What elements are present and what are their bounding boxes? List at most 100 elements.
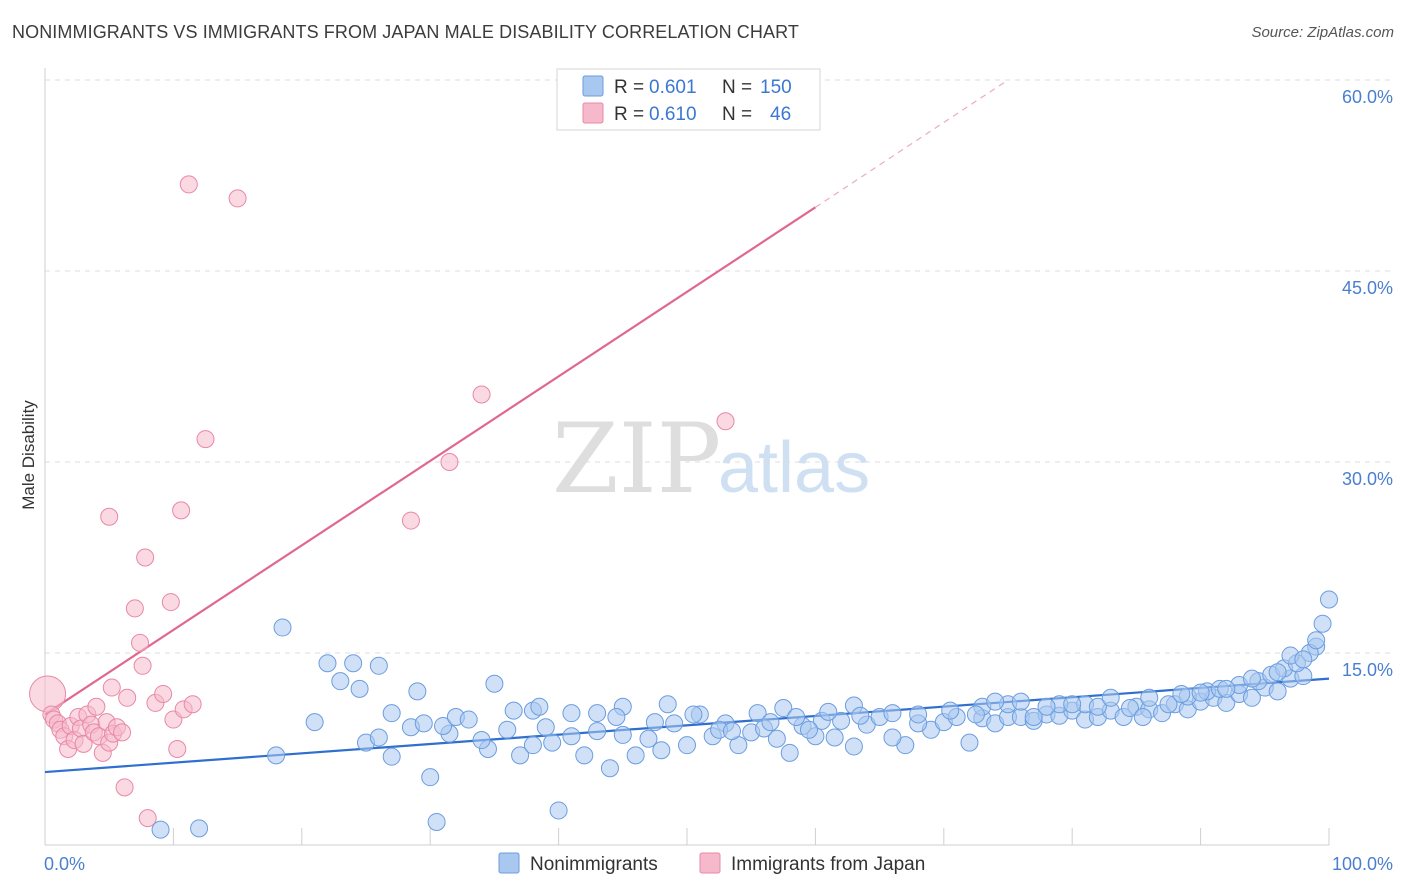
point-immigrants-39 — [183, 695, 202, 714]
point-nonimmigrants-66 — [1242, 688, 1261, 707]
point-nonimmigrants-137 — [722, 722, 741, 741]
x-tick-label-100: 100.0% — [1332, 854, 1393, 874]
point-nonimmigrants-12 — [575, 746, 594, 765]
point-nonimmigrants-88 — [414, 714, 433, 733]
point-nonimmigrants-7 — [267, 746, 286, 765]
point-nonimmigrants-15 — [678, 736, 696, 755]
trend-line-nonimmigrants — [44, 677, 1330, 774]
point-nonimmigrants-94 — [588, 704, 607, 723]
point-nonimmigrants-22 — [613, 725, 632, 744]
stats-legend-n-label-1: N = — [722, 77, 752, 98]
point-nonimmigrants-131 — [1191, 683, 1210, 702]
series-legend-label-nonimmigrants: Nonimmigrants — [530, 854, 658, 875]
point-nonimmigrants-34 — [588, 722, 607, 741]
y-axis-title: Male Disability — [19, 400, 38, 510]
point-nonimmigrants-124 — [1011, 692, 1030, 711]
point-nonimmigrants-80 — [485, 674, 504, 693]
point-nonimmigrants-93 — [562, 704, 581, 723]
trend-line-immigrants-extension — [815, 79, 1009, 208]
x-tick-labels: 0.0% 100.0% — [44, 854, 1393, 874]
point-immigrants-27 — [131, 633, 150, 652]
point-nonimmigrants-18 — [844, 737, 863, 756]
point-nonimmigrants-68 — [1268, 682, 1287, 701]
point-nonimmigrants-31 — [472, 731, 491, 750]
stats-legend-n-label-2: N = — [722, 104, 752, 125]
point-nonimmigrants-122 — [966, 705, 985, 724]
point-immigrants-35 — [168, 740, 187, 758]
point-immigrants-36 — [172, 501, 191, 520]
point-nonimmigrants-134 — [1268, 663, 1287, 682]
point-nonimmigrants-132 — [1217, 679, 1236, 698]
point-nonimmigrants-72 — [1320, 590, 1338, 609]
point-nonimmigrants-75 — [344, 654, 363, 673]
point-nonimmigrants-26 — [767, 729, 786, 748]
y-tick-label-30: 30.0% — [1342, 469, 1393, 489]
point-nonimmigrants-120 — [909, 705, 928, 724]
point-nonimmigrants-14 — [652, 741, 671, 760]
point-nonimmigrants-76 — [369, 656, 388, 675]
point-immigrants-24 — [118, 688, 137, 707]
point-immigrants-15 — [87, 697, 106, 716]
point-nonimmigrants-102 — [1024, 708, 1043, 726]
y-tick-label-60: 60.0% — [1342, 87, 1393, 107]
point-immigrants-46 — [716, 412, 735, 431]
point-nonimmigrants-145 — [658, 695, 677, 714]
x-tick-label-0: 0.0% — [44, 854, 85, 874]
source-label: Source: ZipAtlas.com — [1251, 24, 1394, 41]
point-nonimmigrants-99 — [799, 720, 818, 739]
watermark: ZIP atlas — [552, 403, 870, 515]
point-immigrants-30 — [138, 809, 157, 828]
point-nonimmigrants-73 — [273, 618, 292, 637]
point-nonimmigrants-123 — [986, 692, 1005, 711]
point-nonimmigrants-144 — [607, 708, 626, 726]
point-nonimmigrants-126 — [1063, 695, 1082, 714]
stats-legend: R = 0.601 N = 150 R = 0.610 N = 46 — [556, 68, 821, 131]
point-nonimmigrants-125 — [1037, 697, 1056, 716]
point-nonimmigrants-143 — [543, 733, 562, 752]
point-immigrants-25 — [115, 778, 134, 797]
series-legend-label-immigrants: Immigrants from Japan — [731, 854, 925, 875]
point-nonimmigrants-39 — [832, 711, 851, 730]
point-nonimmigrants-141 — [382, 704, 401, 723]
point-nonimmigrants-3 — [549, 801, 568, 820]
point-immigrants-32 — [154, 684, 173, 703]
point-nonimmigrants-79 — [408, 682, 427, 701]
point-immigrants-29 — [136, 548, 155, 567]
y-tick-label-15: 15.0% — [1342, 660, 1393, 680]
point-nonimmigrants-121 — [941, 701, 960, 720]
watermark-atlas: atlas — [718, 428, 870, 508]
point-nonimmigrants-6 — [382, 747, 401, 766]
series-legend-swatch-blue — [498, 852, 520, 874]
point-nonimmigrants-147 — [787, 708, 806, 726]
point-nonimmigrants-30 — [960, 733, 979, 752]
point-nonimmigrants-127 — [1088, 697, 1107, 716]
point-nonimmigrants-117 — [1307, 631, 1326, 650]
point-nonimmigrants-33 — [536, 718, 555, 737]
point-nonimmigrants-11 — [523, 736, 542, 755]
point-nonimmigrants-118 — [1313, 614, 1332, 633]
point-nonimmigrants-139 — [684, 705, 703, 724]
point-immigrants-33 — [161, 593, 180, 612]
point-immigrants-23 — [113, 723, 132, 742]
point-nonimmigrants-148 — [819, 702, 838, 721]
point-nonimmigrants-135 — [1294, 650, 1313, 669]
point-nonimmigrants-0 — [151, 820, 170, 839]
point-nonimmigrants-130 — [1172, 684, 1191, 703]
point-nonimmigrants-133 — [1242, 669, 1261, 688]
stats-legend-n-value-1: 150 — [760, 77, 792, 98]
point-immigrants-43 — [401, 511, 420, 530]
point-nonimmigrants-89 — [305, 713, 324, 732]
point-nonimmigrants-74 — [318, 654, 337, 673]
point-immigrants-22 — [102, 678, 121, 697]
point-nonimmigrants-32 — [498, 720, 517, 739]
series-nonimmigrants — [151, 590, 1338, 839]
point-nonimmigrants-21 — [562, 727, 581, 746]
point-nonimmigrants-107 — [1159, 695, 1178, 714]
point-nonimmigrants-5 — [600, 759, 619, 778]
stats-legend-swatch-pink — [582, 102, 604, 124]
point-nonimmigrants-136 — [645, 713, 664, 732]
point-nonimmigrants-86 — [434, 716, 453, 735]
gridlines — [45, 79, 1395, 654]
point-nonimmigrants-129 — [1140, 688, 1159, 707]
